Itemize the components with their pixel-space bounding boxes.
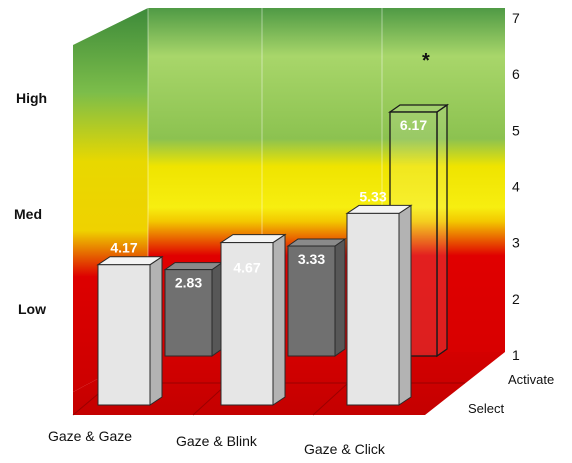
- data-label: 6.17: [400, 117, 427, 133]
- bar-activate-0: [163, 261, 224, 357]
- significance-asterisk: *: [422, 50, 430, 72]
- y-tick-label: 2: [512, 291, 520, 307]
- data-label: 2.83: [175, 275, 202, 291]
- bars: [96, 103, 450, 406]
- y-tick-label: 6: [512, 66, 520, 82]
- depth-label-select: Select: [468, 401, 505, 416]
- category-label-gaze-gaze: Gaze & Gaze: [48, 428, 132, 444]
- bar-select-2: [345, 204, 413, 406]
- y-axis: 1 2 3 4 5 6 7: [512, 10, 520, 363]
- y-tick-label: 5: [512, 122, 520, 138]
- band-label-high: High: [16, 90, 47, 106]
- category-label-gaze-blink: Gaze & Blink: [176, 433, 258, 449]
- data-label: 4.17: [110, 240, 137, 256]
- depth-label-activate: Activate: [508, 372, 554, 387]
- bar-select-1: [219, 233, 287, 406]
- y-tick-label: 4: [512, 179, 520, 195]
- data-labels: 2.83 3.33 6.17 4.17 4.67 5.33: [110, 117, 427, 291]
- y-tick-label: 7: [512, 10, 520, 26]
- data-label: 4.67: [233, 260, 260, 276]
- data-label: 3.33: [298, 251, 325, 267]
- bar-select-0: [96, 255, 164, 406]
- band-label-med: Med: [14, 206, 42, 222]
- y-tick-label: 1: [512, 347, 520, 363]
- band-label-low: Low: [18, 301, 46, 317]
- bar-activate-1: [286, 238, 347, 357]
- category-label-gaze-click: Gaze & Click: [304, 441, 386, 457]
- data-label: 5.33: [359, 188, 386, 204]
- y-tick-label: 3: [512, 235, 520, 251]
